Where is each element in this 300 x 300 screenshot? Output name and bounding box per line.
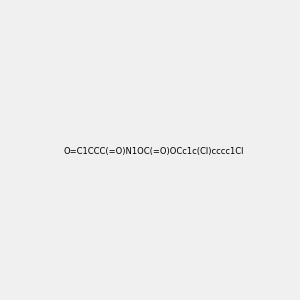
Text: O=C1CCC(=O)N1OC(=O)OCc1c(Cl)cccc1Cl: O=C1CCC(=O)N1OC(=O)OCc1c(Cl)cccc1Cl bbox=[64, 147, 244, 156]
